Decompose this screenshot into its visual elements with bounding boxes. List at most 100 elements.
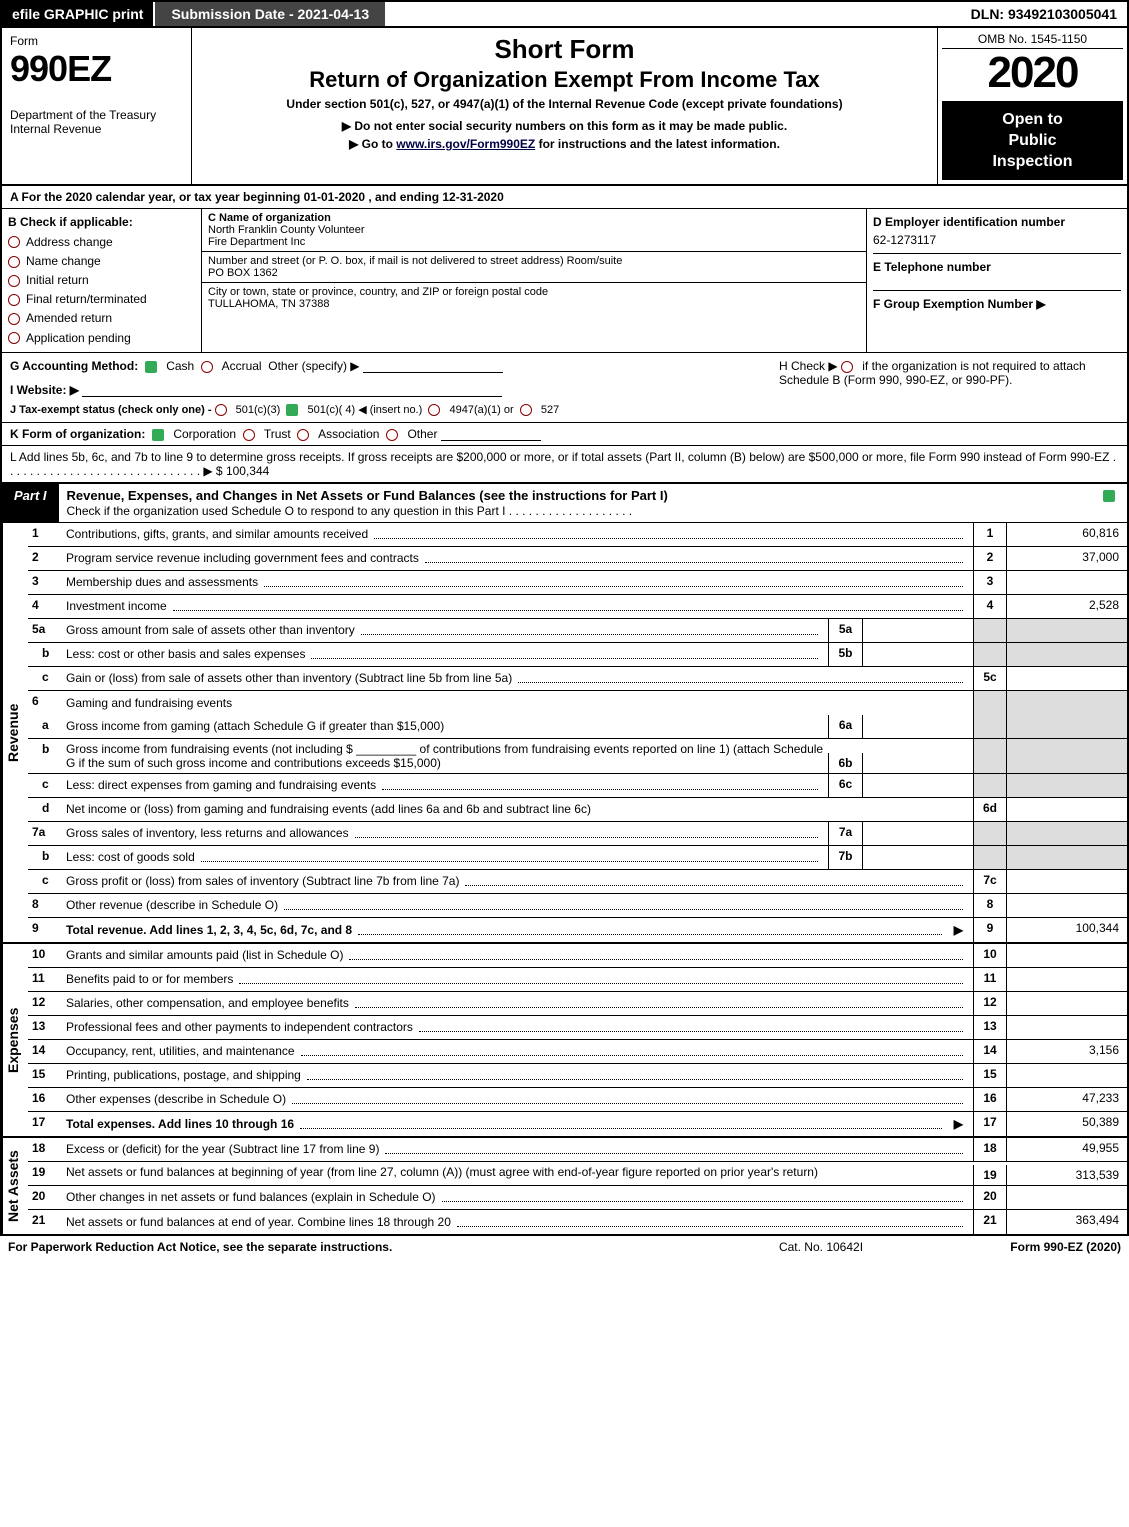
l21-val: 363,494 bbox=[1007, 1210, 1127, 1234]
footer-right: Form 990-EZ (2020) bbox=[921, 1240, 1121, 1254]
l7c-desc: Gross profit or (loss) from sales of inv… bbox=[62, 870, 973, 893]
l1-val: 60,816 bbox=[1007, 523, 1127, 546]
page-footer: For Paperwork Reduction Act Notice, see … bbox=[0, 1236, 1129, 1258]
l15-num: 15 bbox=[28, 1064, 62, 1087]
l12-num: 12 bbox=[28, 992, 62, 1015]
submission-date: Submission Date - 2021-04-13 bbox=[153, 2, 385, 26]
irs-link[interactable]: www.irs.gov/Form990EZ bbox=[396, 137, 535, 151]
l5a-val bbox=[1007, 619, 1127, 642]
l5b-desc: Less: cost or other basis and sales expe… bbox=[62, 643, 828, 666]
l18-num: 18 bbox=[28, 1138, 62, 1161]
box-def: D Employer identification number 62-1273… bbox=[867, 209, 1127, 351]
l10-desc: Grants and similar amounts paid (list in… bbox=[62, 944, 973, 967]
l6d-desc: Net income or (loss) from gaming and fun… bbox=[62, 798, 973, 821]
l10-val bbox=[1007, 944, 1127, 967]
l6a-rnum bbox=[973, 715, 1007, 738]
efile-label[interactable]: efile GRAPHIC print bbox=[2, 2, 153, 26]
tax-year: 2020 bbox=[942, 51, 1123, 102]
chk-amended-return[interactable]: Amended return bbox=[8, 309, 195, 328]
chk-4947[interactable] bbox=[428, 404, 440, 416]
chk-501c[interactable] bbox=[286, 404, 298, 416]
l5a-subbox: 5a bbox=[828, 619, 973, 642]
line-20: 20 Other changes in net assets or fund b… bbox=[28, 1186, 1127, 1210]
row-ghij: G Accounting Method: Cash Accrual Other … bbox=[0, 353, 1129, 423]
chk-address-change[interactable]: Address change bbox=[8, 233, 195, 252]
line-j: J Tax-exempt status (check only one) - 5… bbox=[10, 403, 779, 416]
chk-trust[interactable] bbox=[243, 429, 255, 441]
line-2: 2 Program service revenue including gove… bbox=[28, 547, 1127, 571]
netassets-section: Net Assets 18 Excess or (deficit) for th… bbox=[0, 1138, 1129, 1236]
opt-amended: Amended return bbox=[26, 311, 112, 325]
line-9: 9 Total revenue. Add lines 1, 2, 3, 4, 5… bbox=[28, 918, 1127, 942]
part1-checkbox[interactable] bbox=[1097, 484, 1127, 522]
chk-app-pending[interactable]: Application pending bbox=[8, 329, 195, 348]
l1-rnum: 1 bbox=[973, 523, 1007, 546]
section-subline: Under section 501(c), 527, or 4947(a)(1)… bbox=[202, 97, 927, 111]
k-corp: Corporation bbox=[173, 427, 236, 441]
cell-address: Number and street (or P. O. box, if mail… bbox=[202, 252, 866, 283]
open-line3: Inspection bbox=[946, 152, 1119, 173]
line-6d: d Net income or (loss) from gaming and f… bbox=[28, 798, 1127, 822]
box-b-title: B Check if applicable: bbox=[8, 213, 195, 232]
line-4: 4 Investment income 4 2,528 bbox=[28, 595, 1127, 619]
l6d-rnum: 6d bbox=[973, 798, 1007, 821]
l5c-desc: Gain or (loss) from sale of assets other… bbox=[62, 667, 973, 690]
g-other-input[interactable] bbox=[363, 359, 503, 373]
line-6b: b Gross income from fundraising events (… bbox=[28, 739, 1127, 774]
l13-desc: Professional fees and other payments to … bbox=[62, 1016, 973, 1039]
l19-val: 313,539 bbox=[1007, 1165, 1127, 1185]
addr-value: PO BOX 1362 bbox=[208, 267, 860, 279]
l12-val bbox=[1007, 992, 1127, 1015]
l5a-desc: Gross amount from sale of assets other t… bbox=[62, 619, 828, 642]
part1-check-note: Check if the organization used Schedule … bbox=[67, 504, 633, 518]
arrow-icon: ▶ bbox=[954, 1117, 963, 1131]
chk-name-change[interactable]: Name change bbox=[8, 252, 195, 271]
line-h: H Check ▶ if the organization is not req… bbox=[779, 359, 1119, 387]
line-11: 11 Benefits paid to or for members 11 bbox=[28, 968, 1127, 992]
chk-corporation[interactable] bbox=[152, 429, 164, 441]
l18-val: 49,955 bbox=[1007, 1138, 1127, 1161]
part1-title: Revenue, Expenses, and Changes in Net As… bbox=[59, 484, 1097, 522]
l20-rnum: 20 bbox=[973, 1186, 1007, 1209]
org-name-label: C Name of organization bbox=[208, 212, 860, 224]
l5c-val bbox=[1007, 667, 1127, 690]
l3-desc: Membership dues and assessments bbox=[62, 571, 973, 594]
opt-final: Final return/terminated bbox=[26, 292, 147, 306]
l20-val bbox=[1007, 1186, 1127, 1209]
ein-label: D Employer identification number bbox=[873, 213, 1121, 231]
expenses-sidelabel: Expenses bbox=[2, 944, 28, 1136]
chk-accrual[interactable] bbox=[201, 361, 213, 373]
l6-num: 6 bbox=[28, 691, 62, 715]
l5a-num: 5a bbox=[28, 619, 62, 642]
line-19: 19 Net assets or fund balances at beginn… bbox=[28, 1162, 1127, 1186]
l1-desc: Contributions, gifts, grants, and simila… bbox=[62, 523, 973, 546]
k-other-input[interactable] bbox=[441, 427, 541, 441]
opt-address: Address change bbox=[26, 235, 113, 249]
l3-val bbox=[1007, 571, 1127, 594]
chk-501c3[interactable] bbox=[215, 404, 227, 416]
l6b-subbox: 6b bbox=[828, 753, 973, 773]
g-label: G Accounting Method: bbox=[10, 359, 138, 373]
chk-final-return[interactable]: Final return/terminated bbox=[8, 290, 195, 309]
l7b-sv bbox=[863, 846, 973, 869]
header-center: Short Form Return of Organization Exempt… bbox=[192, 28, 937, 184]
goto-post: for instructions and the latest informat… bbox=[535, 137, 780, 151]
chk-cash[interactable] bbox=[145, 361, 157, 373]
chk-527[interactable] bbox=[520, 404, 532, 416]
l5c-rnum: 5c bbox=[973, 667, 1007, 690]
l11-num: 11 bbox=[28, 968, 62, 991]
website-input[interactable] bbox=[82, 383, 502, 397]
chk-initial-return[interactable]: Initial return bbox=[8, 271, 195, 290]
chk-other-org[interactable] bbox=[386, 429, 398, 441]
return-title: Return of Organization Exempt From Incom… bbox=[202, 67, 927, 93]
short-form-title: Short Form bbox=[202, 34, 927, 65]
chk-association[interactable] bbox=[297, 429, 309, 441]
chk-schedule-b[interactable] bbox=[841, 361, 853, 373]
l19-num: 19 bbox=[28, 1162, 62, 1185]
l6a-num: a bbox=[28, 715, 62, 738]
l12-desc: Salaries, other compensation, and employ… bbox=[62, 992, 973, 1015]
part1-header: Part I Revenue, Expenses, and Changes in… bbox=[0, 484, 1129, 523]
cell-org-name: C Name of organization North Franklin Co… bbox=[202, 209, 866, 252]
l7b-rnum bbox=[973, 846, 1007, 869]
row-ghij-left: G Accounting Method: Cash Accrual Other … bbox=[10, 359, 779, 416]
